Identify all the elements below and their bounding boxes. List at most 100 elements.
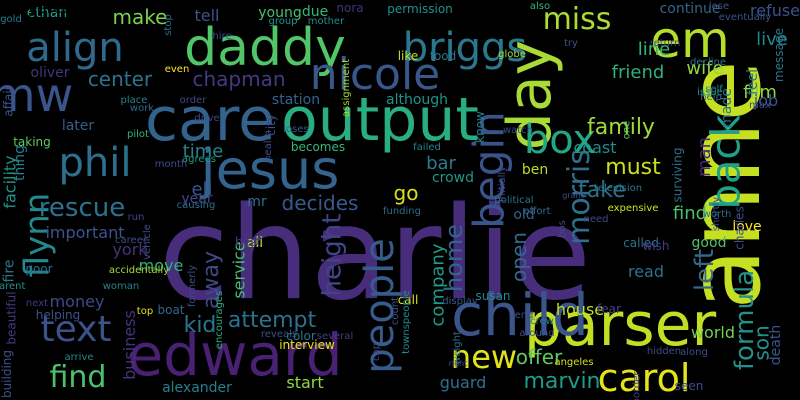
word: place — [120, 95, 148, 106]
word: like — [397, 49, 419, 63]
word: good — [691, 235, 727, 251]
word: loses — [283, 124, 309, 135]
word: assignment — [340, 58, 352, 118]
word: charlie — [158, 180, 592, 329]
word: townspeople — [400, 290, 412, 354]
word: best — [235, 235, 261, 249]
word: pilot — [127, 129, 149, 140]
word: daddy — [184, 18, 346, 78]
word: top — [136, 306, 154, 317]
word: fear — [597, 302, 621, 316]
word: line — [637, 39, 671, 60]
word: arrive — [64, 352, 94, 363]
word: order — [179, 95, 207, 106]
word: becomes — [290, 140, 346, 154]
word: permission — [387, 2, 453, 16]
word: also — [529, 1, 551, 12]
word: angeles — [554, 357, 594, 368]
word: globe — [498, 49, 526, 60]
word: display — [442, 296, 478, 307]
word: run — [127, 212, 145, 223]
word: interview — [279, 338, 335, 352]
word: seen — [674, 379, 704, 393]
word: border — [631, 371, 643, 400]
word: building — [0, 349, 15, 399]
word: group — [268, 16, 298, 27]
word: rescue — [38, 193, 126, 223]
word: mw — [0, 68, 74, 122]
word: due — [301, 4, 329, 20]
word: decides — [281, 191, 359, 215]
word: one — [620, 120, 632, 140]
word: even — [164, 64, 190, 75]
word: month — [154, 159, 188, 170]
word: edward — [127, 321, 343, 389]
word: wife — [686, 58, 724, 79]
word: although — [385, 92, 449, 108]
word: hidden — [646, 346, 682, 357]
word: young — [258, 5, 302, 21]
word: worth — [702, 209, 732, 220]
word: help — [700, 92, 722, 103]
word: station — [271, 92, 321, 108]
word: family — [587, 115, 655, 140]
word: susan — [475, 289, 511, 303]
word: watch — [502, 125, 534, 136]
word: lawyer — [0, 0, 54, 17]
word: crew — [530, 316, 554, 327]
word: shortly — [711, 196, 722, 232]
word: year — [181, 191, 213, 207]
word: world — [690, 323, 736, 342]
word: helping — [35, 308, 81, 322]
word: television — [593, 183, 643, 194]
word: old — [513, 207, 535, 223]
word: convinces — [0, 0, 80, 17]
word: vehicle — [142, 224, 153, 260]
word: text — [40, 309, 112, 350]
word: drive — [194, 113, 220, 124]
word: live — [756, 29, 788, 50]
word: death — [767, 324, 784, 366]
word: new — [450, 338, 518, 376]
word: causing — [176, 200, 216, 211]
word: york — [112, 240, 148, 259]
word: offer — [515, 345, 563, 369]
word: kid — [183, 313, 217, 338]
word: parser — [523, 290, 717, 360]
word: health — [263, 130, 274, 162]
word: height — [317, 213, 347, 297]
word: alexander — [162, 380, 232, 396]
word: charles — [733, 206, 747, 250]
word: surviving — [669, 147, 684, 203]
word: end — [514, 310, 534, 321]
word: film — [743, 82, 777, 103]
word: continue — [659, 1, 721, 17]
word: carol — [597, 356, 691, 400]
word: jesus — [200, 138, 340, 201]
word: open — [506, 232, 531, 282]
word: read — [627, 262, 665, 281]
word: make — [112, 5, 168, 29]
word: issue — [697, 87, 723, 98]
word: time — [182, 141, 224, 162]
word: taking — [13, 135, 51, 149]
word: feel — [744, 68, 761, 96]
word: take — [578, 178, 626, 203]
word: beautiful — [5, 291, 20, 345]
word: know — [473, 111, 487, 143]
word: crowd — [431, 170, 475, 186]
word: call — [397, 293, 419, 307]
word: eventually — [718, 12, 772, 23]
word: cap — [370, 343, 382, 361]
word: must — [605, 155, 661, 180]
word: ali — [246, 235, 264, 251]
word: oliver — [30, 65, 70, 81]
word: funding — [382, 206, 421, 217]
word: return — [649, 38, 681, 49]
word: service — [230, 241, 249, 299]
word: eli — [191, 179, 213, 200]
word: nora — [336, 1, 364, 15]
word: left — [690, 248, 720, 292]
word: align — [26, 25, 124, 71]
